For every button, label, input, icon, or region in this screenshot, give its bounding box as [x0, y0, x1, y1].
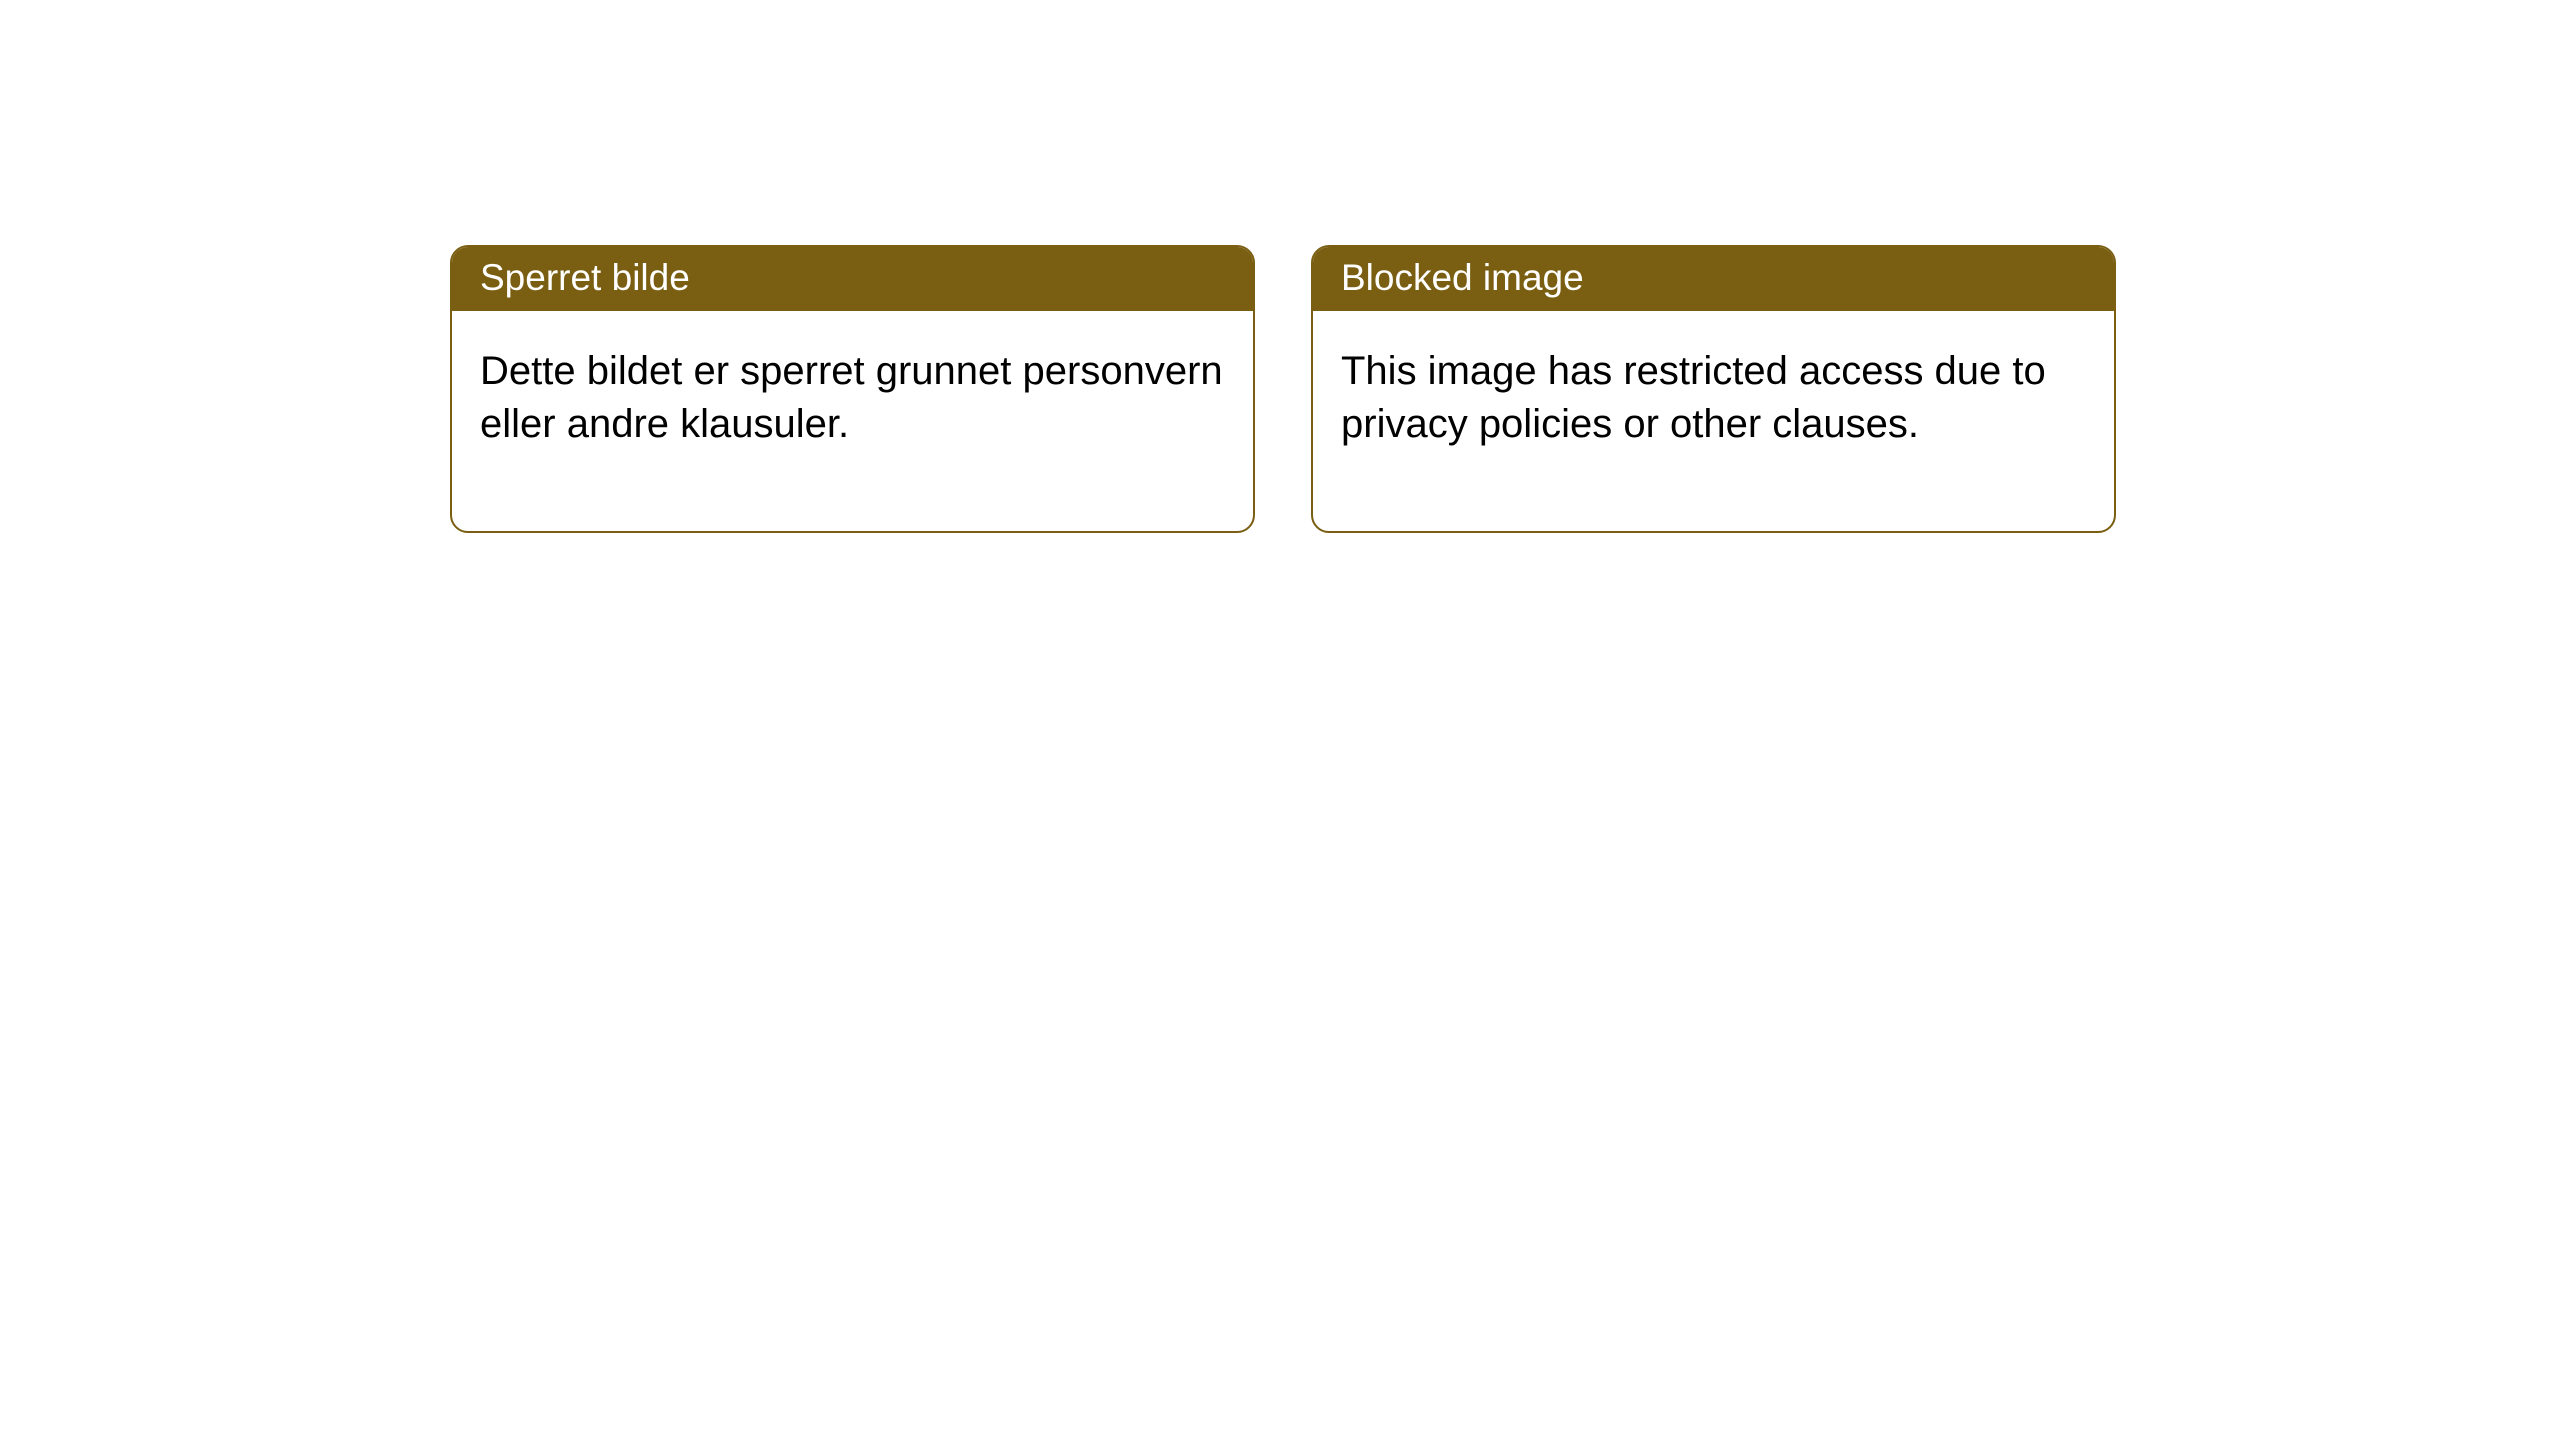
card-header-title: Blocked image — [1313, 247, 2114, 311]
blocked-image-card-norwegian: Sperret bilde Dette bildet er sperret gr… — [450, 245, 1255, 533]
card-body-text: Dette bildet er sperret grunnet personve… — [452, 311, 1253, 531]
card-header-title: Sperret bilde — [452, 247, 1253, 311]
blocked-image-card-english: Blocked image This image has restricted … — [1311, 245, 2116, 533]
card-body-text: This image has restricted access due to … — [1313, 311, 2114, 531]
notice-container: Sperret bilde Dette bildet er sperret gr… — [0, 0, 2560, 533]
